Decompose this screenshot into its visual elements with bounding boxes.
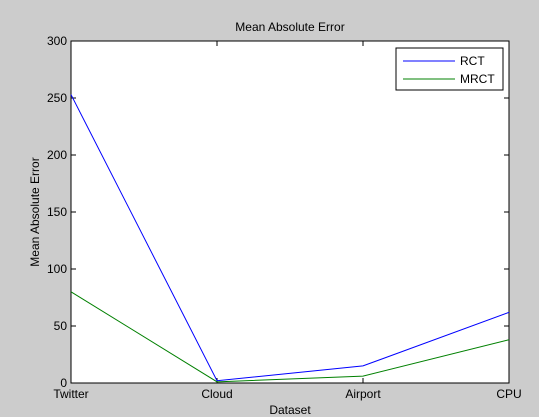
y-tick-label: 200	[47, 148, 67, 162]
legend-label-mrct: MRCT	[460, 72, 495, 86]
x-axis-label: Dataset	[269, 403, 311, 417]
x-tick-label: Twitter	[53, 387, 88, 401]
legend-box	[395, 47, 504, 91]
y-tick-label: 150	[47, 205, 67, 219]
x-tick-label: Airport	[345, 387, 381, 401]
y-tick-label: 250	[47, 91, 67, 105]
x-tick-label: CPU	[496, 387, 521, 401]
y-tick-label: 50	[54, 319, 68, 333]
y-axis-label: Mean Absolute Error	[28, 157, 42, 266]
plot-area	[70, 40, 510, 384]
y-tick-label: 0	[60, 376, 67, 390]
legend: RCT MRCT	[395, 47, 504, 91]
chart-title: Mean Absolute Error	[235, 20, 344, 34]
y-axis-ticks: 0 50 100 150 200 250 300	[47, 34, 509, 390]
series-line-rct	[70, 94, 510, 382]
y-tick-label: 300	[47, 34, 67, 48]
series-line-mrct	[70, 291, 510, 383]
x-axis-ticks: Twitter Cloud Airport CPU	[53, 41, 522, 401]
legend-label-rct: RCT	[460, 54, 485, 68]
y-tick-label: 100	[47, 262, 67, 276]
x-tick-label: Cloud	[201, 387, 232, 401]
series-lines	[70, 94, 510, 383]
